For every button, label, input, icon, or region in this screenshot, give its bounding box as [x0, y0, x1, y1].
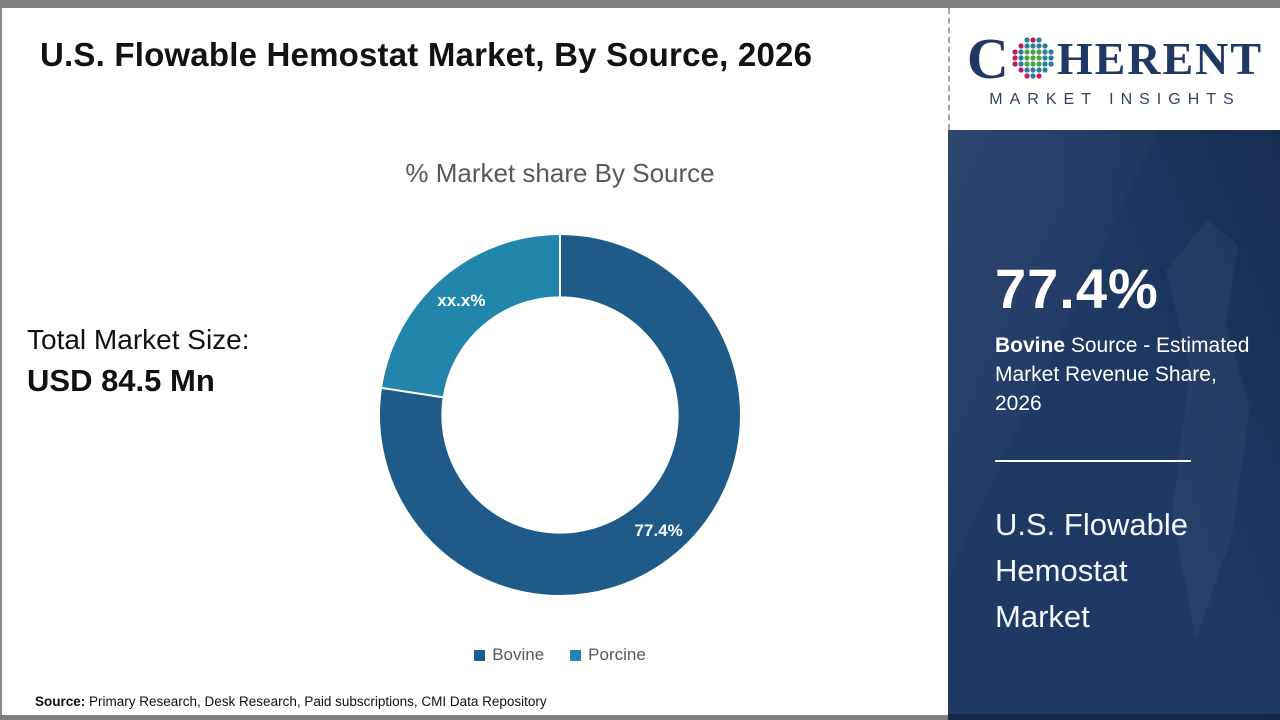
globe-dot	[1036, 36, 1042, 43]
logo-letter-c: C	[966, 25, 1009, 91]
globe-dot	[1024, 54, 1030, 61]
donut-slice-bovine	[378, 232, 742, 597]
globe-dot	[1012, 54, 1018, 61]
porcine-swatch-icon	[570, 649, 582, 661]
legend-item-bovine: Bovine	[474, 645, 544, 665]
chart-legend: Bovine Porcine	[375, 645, 745, 665]
sidebar-divider	[995, 460, 1191, 462]
globe-dot	[1018, 54, 1024, 61]
total-market-size-value: USD 84.5 Mn	[27, 363, 215, 398]
globe-dot	[1048, 48, 1054, 55]
donut-slice-porcine	[379, 232, 561, 399]
coherent-globe-icon	[1012, 36, 1054, 79]
globe-dot	[1024, 60, 1030, 67]
top-border-bar	[0, 0, 1280, 8]
globe-dot	[1036, 42, 1042, 49]
globe-dot	[1036, 54, 1042, 61]
globe-dot	[1036, 66, 1042, 73]
globe-dot	[1048, 60, 1054, 67]
globe-dot	[1030, 66, 1036, 73]
globe-dot	[1018, 60, 1024, 67]
market-name: U.S. Flowable Hemostat Market	[995, 507, 1188, 634]
globe-dot	[1024, 72, 1030, 79]
globe-dot	[1012, 48, 1018, 55]
source-note: Source: Primary Research, Desk Research,…	[35, 694, 547, 709]
globe-dot	[1042, 60, 1048, 67]
logo-subtitle: MARKET INSIGHTS	[989, 90, 1241, 108]
globe-dot	[1042, 66, 1048, 73]
donut-chart: 77.4% xx.x%	[378, 232, 742, 597]
coherent-logo: C HERENT MARKET INSIGHTS	[948, 8, 1280, 130]
logo-letters-herent: HERENT	[1056, 32, 1264, 84]
globe-dot	[1012, 60, 1018, 67]
source-label: Source:	[35, 694, 86, 709]
page-title: U.S. Flowable Hemostat Market, By Source…	[40, 36, 813, 73]
globe-dot	[1030, 72, 1036, 79]
stat-description-bold: Bovine	[995, 334, 1066, 357]
logo-wordmark: C HERENT	[966, 25, 1264, 91]
globe-dot	[1030, 36, 1036, 43]
legend-item-porcine: Porcine	[570, 645, 646, 665]
globe-dot	[1018, 42, 1024, 49]
globe-dot	[1042, 48, 1048, 55]
bottom-border-bar	[0, 715, 950, 720]
globe-dot	[1030, 42, 1036, 49]
globe-dot	[1042, 54, 1048, 61]
globe-dot	[1030, 54, 1036, 61]
stat-description: Bovine Source - Estimated Market Revenue…	[995, 331, 1259, 418]
stat-description-rest: Source - Estimated Market Revenue Share,…	[995, 334, 1250, 415]
globe-dot	[1036, 72, 1042, 79]
left-border-line	[0, 8, 2, 720]
globe-dot	[1048, 54, 1054, 61]
source-text: Primary Research, Desk Research, Paid su…	[85, 694, 547, 709]
legend-label-bovine: Bovine	[492, 645, 545, 664]
bovine-swatch-icon	[474, 649, 486, 661]
globe-dot	[1018, 66, 1024, 73]
globe-dot	[1024, 36, 1030, 43]
slice-label-porcine: xx.x%	[437, 291, 485, 310]
slice-label-bovine: 77.4%	[635, 521, 683, 540]
highlight-sidebar: 77.4% Bovine Source - Estimated Market R…	[948, 130, 1280, 720]
globe-dot	[1036, 48, 1042, 55]
globe-dot	[1024, 48, 1030, 55]
chart-title: % Market share By Source	[405, 158, 715, 188]
stat-value: 77.4%	[995, 257, 1159, 320]
total-market-size: Total Market Size: USD 84.5 Mn	[27, 324, 250, 399]
globe-dot	[1030, 60, 1036, 67]
globe-dot	[1030, 48, 1036, 55]
globe-dot	[1024, 42, 1030, 49]
total-market-size-label: Total Market Size:	[27, 324, 250, 355]
globe-dot	[1036, 60, 1042, 67]
legend-label-porcine: Porcine	[588, 645, 646, 664]
globe-dot	[1018, 48, 1024, 55]
globe-dot	[1024, 66, 1030, 73]
globe-dot	[1042, 42, 1048, 49]
